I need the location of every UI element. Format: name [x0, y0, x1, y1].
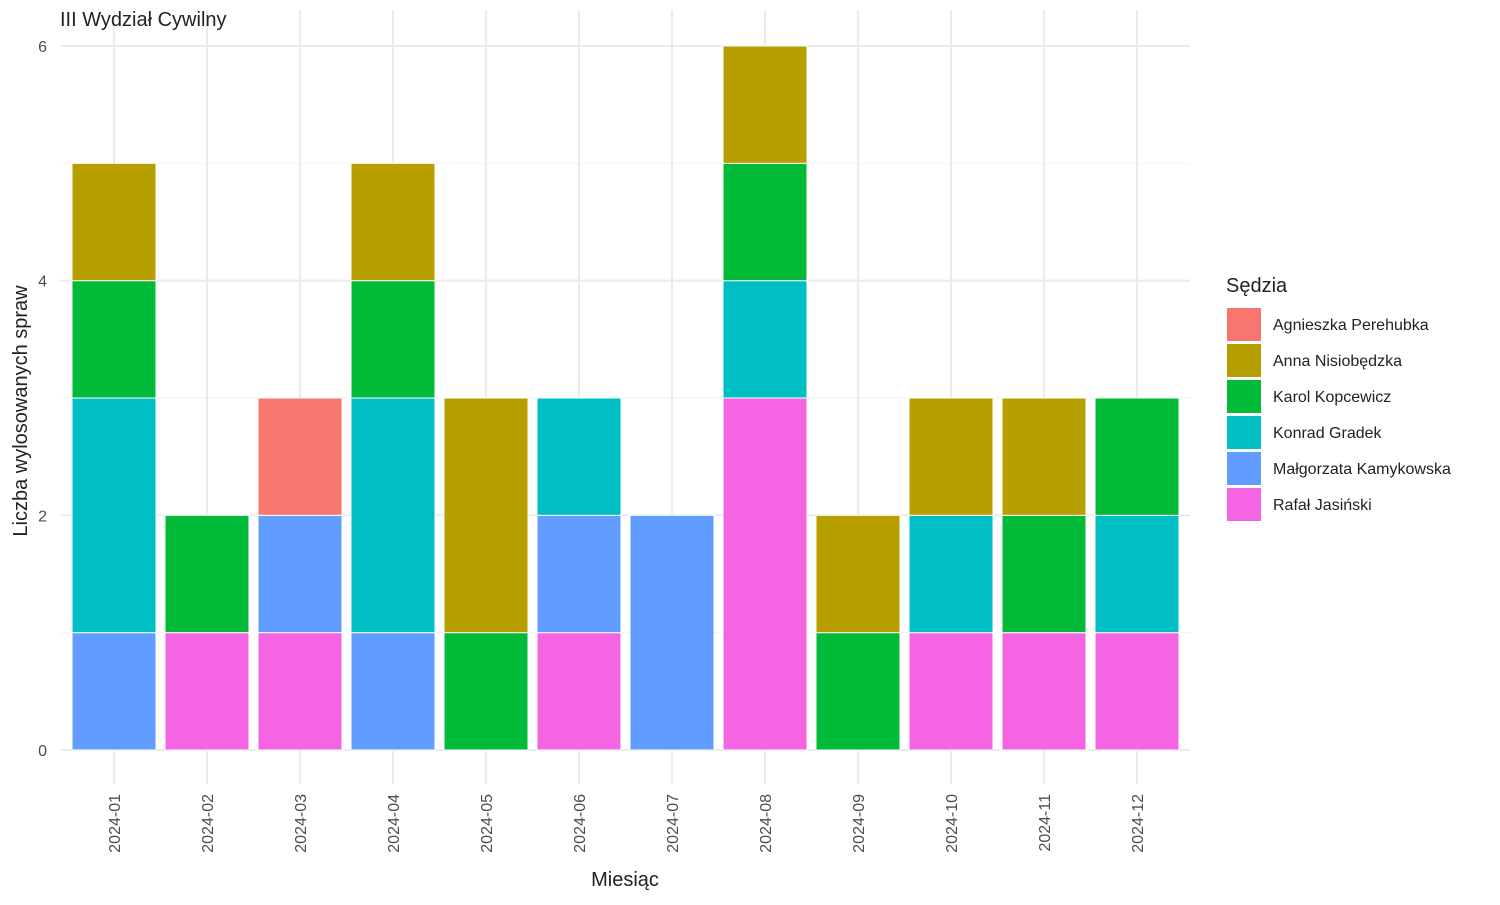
bar-segment: Rafał Jasiński: 1	[1001, 632, 1087, 751]
legend-label: Anna Nisiobędzka	[1273, 353, 1402, 370]
bar-segment: Anna Nisiobędzka: 1	[1001, 397, 1087, 516]
bar-segment: Rafał Jasiński: 1	[1094, 632, 1180, 751]
y-tick-label: 4	[38, 274, 47, 291]
legend-label: Małgorzata Kamykowska	[1273, 461, 1451, 478]
x-tick-label: 2024-10	[944, 794, 961, 853]
bar-segment: Anna Nisiobędzka: 1	[908, 397, 994, 516]
bar-segment: Małgorzata Kamykowska: 1	[536, 514, 622, 634]
bar-segment: Anna Nisiobędzka: 2	[443, 397, 529, 634]
x-tick-label: 2024-08	[758, 794, 775, 853]
legend-title: Sędzia	[1226, 275, 1288, 297]
legend-swatch	[1227, 488, 1261, 521]
legend-swatch	[1227, 416, 1261, 449]
x-tick-label: 2024-09	[851, 794, 868, 853]
bars: Małgorzata Kamykowska: 1Konrad Gradek: 2…	[71, 45, 1180, 751]
bar-segment: Konrad Gradek: 1	[536, 397, 622, 516]
y-tick-label: 2	[38, 508, 47, 525]
bar-segment: Anna Nisiobędzka: 1	[71, 162, 157, 282]
bar-segment: Karol Kopcewicz: 1	[1001, 514, 1087, 634]
bar-segment: Małgorzata Kamykowska: 1	[350, 632, 436, 751]
legend-label: Konrad Gradek	[1273, 425, 1383, 442]
x-tick-label: 2024-02	[200, 794, 217, 853]
legend-label: Rafał Jasiński	[1273, 497, 1372, 514]
bar-segment: Karol Kopcewicz: 1	[164, 514, 250, 634]
bar-segment: Konrad Gradek: 1	[722, 280, 808, 399]
bar-segment: Małgorzata Kamykowska: 2	[629, 514, 715, 751]
bar-segment: Konrad Gradek: 1	[908, 514, 994, 634]
y-axis-title: Liczba wylosowanych spraw	[10, 285, 32, 537]
bar-segment: Karol Kopcewicz: 1	[71, 280, 157, 399]
bar-segment: Anna Nisiobędzka: 1	[350, 162, 436, 282]
bar-segment: Karol Kopcewicz: 1	[1094, 397, 1180, 516]
bar-segment: Rafał Jasiński: 1	[257, 632, 343, 751]
bar-segment: Małgorzata Kamykowska: 1	[71, 632, 157, 751]
bar-segment: Rafał Jasiński: 1	[164, 632, 250, 751]
legend-swatch	[1227, 380, 1261, 413]
x-tick-label: 2024-07	[665, 794, 682, 853]
x-axis-title: Miesiąc	[591, 869, 659, 891]
bar-segment: Karol Kopcewicz: 1	[722, 162, 808, 282]
bar-segment: Konrad Gradek: 1	[1094, 514, 1180, 634]
x-tick-label: 2024-03	[293, 794, 310, 853]
bar-segment: Agnieszka Perehubka: 1	[257, 397, 343, 516]
bar-segment: Karol Kopcewicz: 1	[443, 632, 529, 751]
x-tick-label: 2024-12	[1130, 794, 1147, 853]
bar-segment: Karol Kopcewicz: 1	[815, 632, 901, 751]
x-tick-label: 2024-06	[572, 794, 589, 853]
legend-swatch	[1227, 452, 1261, 485]
bar-segment: Karol Kopcewicz: 1	[350, 280, 436, 399]
x-tick-labels: 2024-01 2024-02 2024-03 2024-04 2024-05 2024-…	[107, 794, 1147, 853]
x-tick-label: 2024-04	[386, 794, 403, 853]
y-tick-label: 0	[38, 743, 47, 760]
x-tick-label: 2024-05	[479, 794, 496, 853]
bar-segment: Anna Nisiobędzka: 1	[722, 45, 808, 164]
y-tick-labels: 0 2 4 6	[38, 39, 47, 760]
x-tick-label: 2024-01	[107, 794, 124, 853]
bar-segment: Rafał Jasiński: 1	[536, 632, 622, 751]
bar-segment: Rafał Jasiński: 1	[908, 632, 994, 751]
legend-label: Agnieszka Perehubka	[1273, 317, 1429, 334]
bar-segment: Rafał Jasiński: 3	[722, 397, 808, 751]
legend-swatch	[1227, 344, 1261, 377]
bar-segment: Małgorzata Kamykowska: 1	[257, 514, 343, 634]
bar-segment: Konrad Gradek: 2	[71, 397, 157, 634]
bar-segment: Anna Nisiobędzka: 1	[815, 514, 901, 634]
legend-swatch	[1227, 308, 1261, 341]
bar-segment: Konrad Gradek: 2	[350, 397, 436, 634]
chart-title: III Wydział Cywilny	[60, 9, 227, 31]
x-tick-label: 2024-11	[1037, 794, 1054, 852]
y-tick-label: 6	[38, 39, 47, 56]
legend: Sędzia Agnieszka Perehubka Anna Nisiobędz…	[1226, 275, 1451, 521]
legend-label: Karol Kopcewicz	[1273, 389, 1391, 406]
